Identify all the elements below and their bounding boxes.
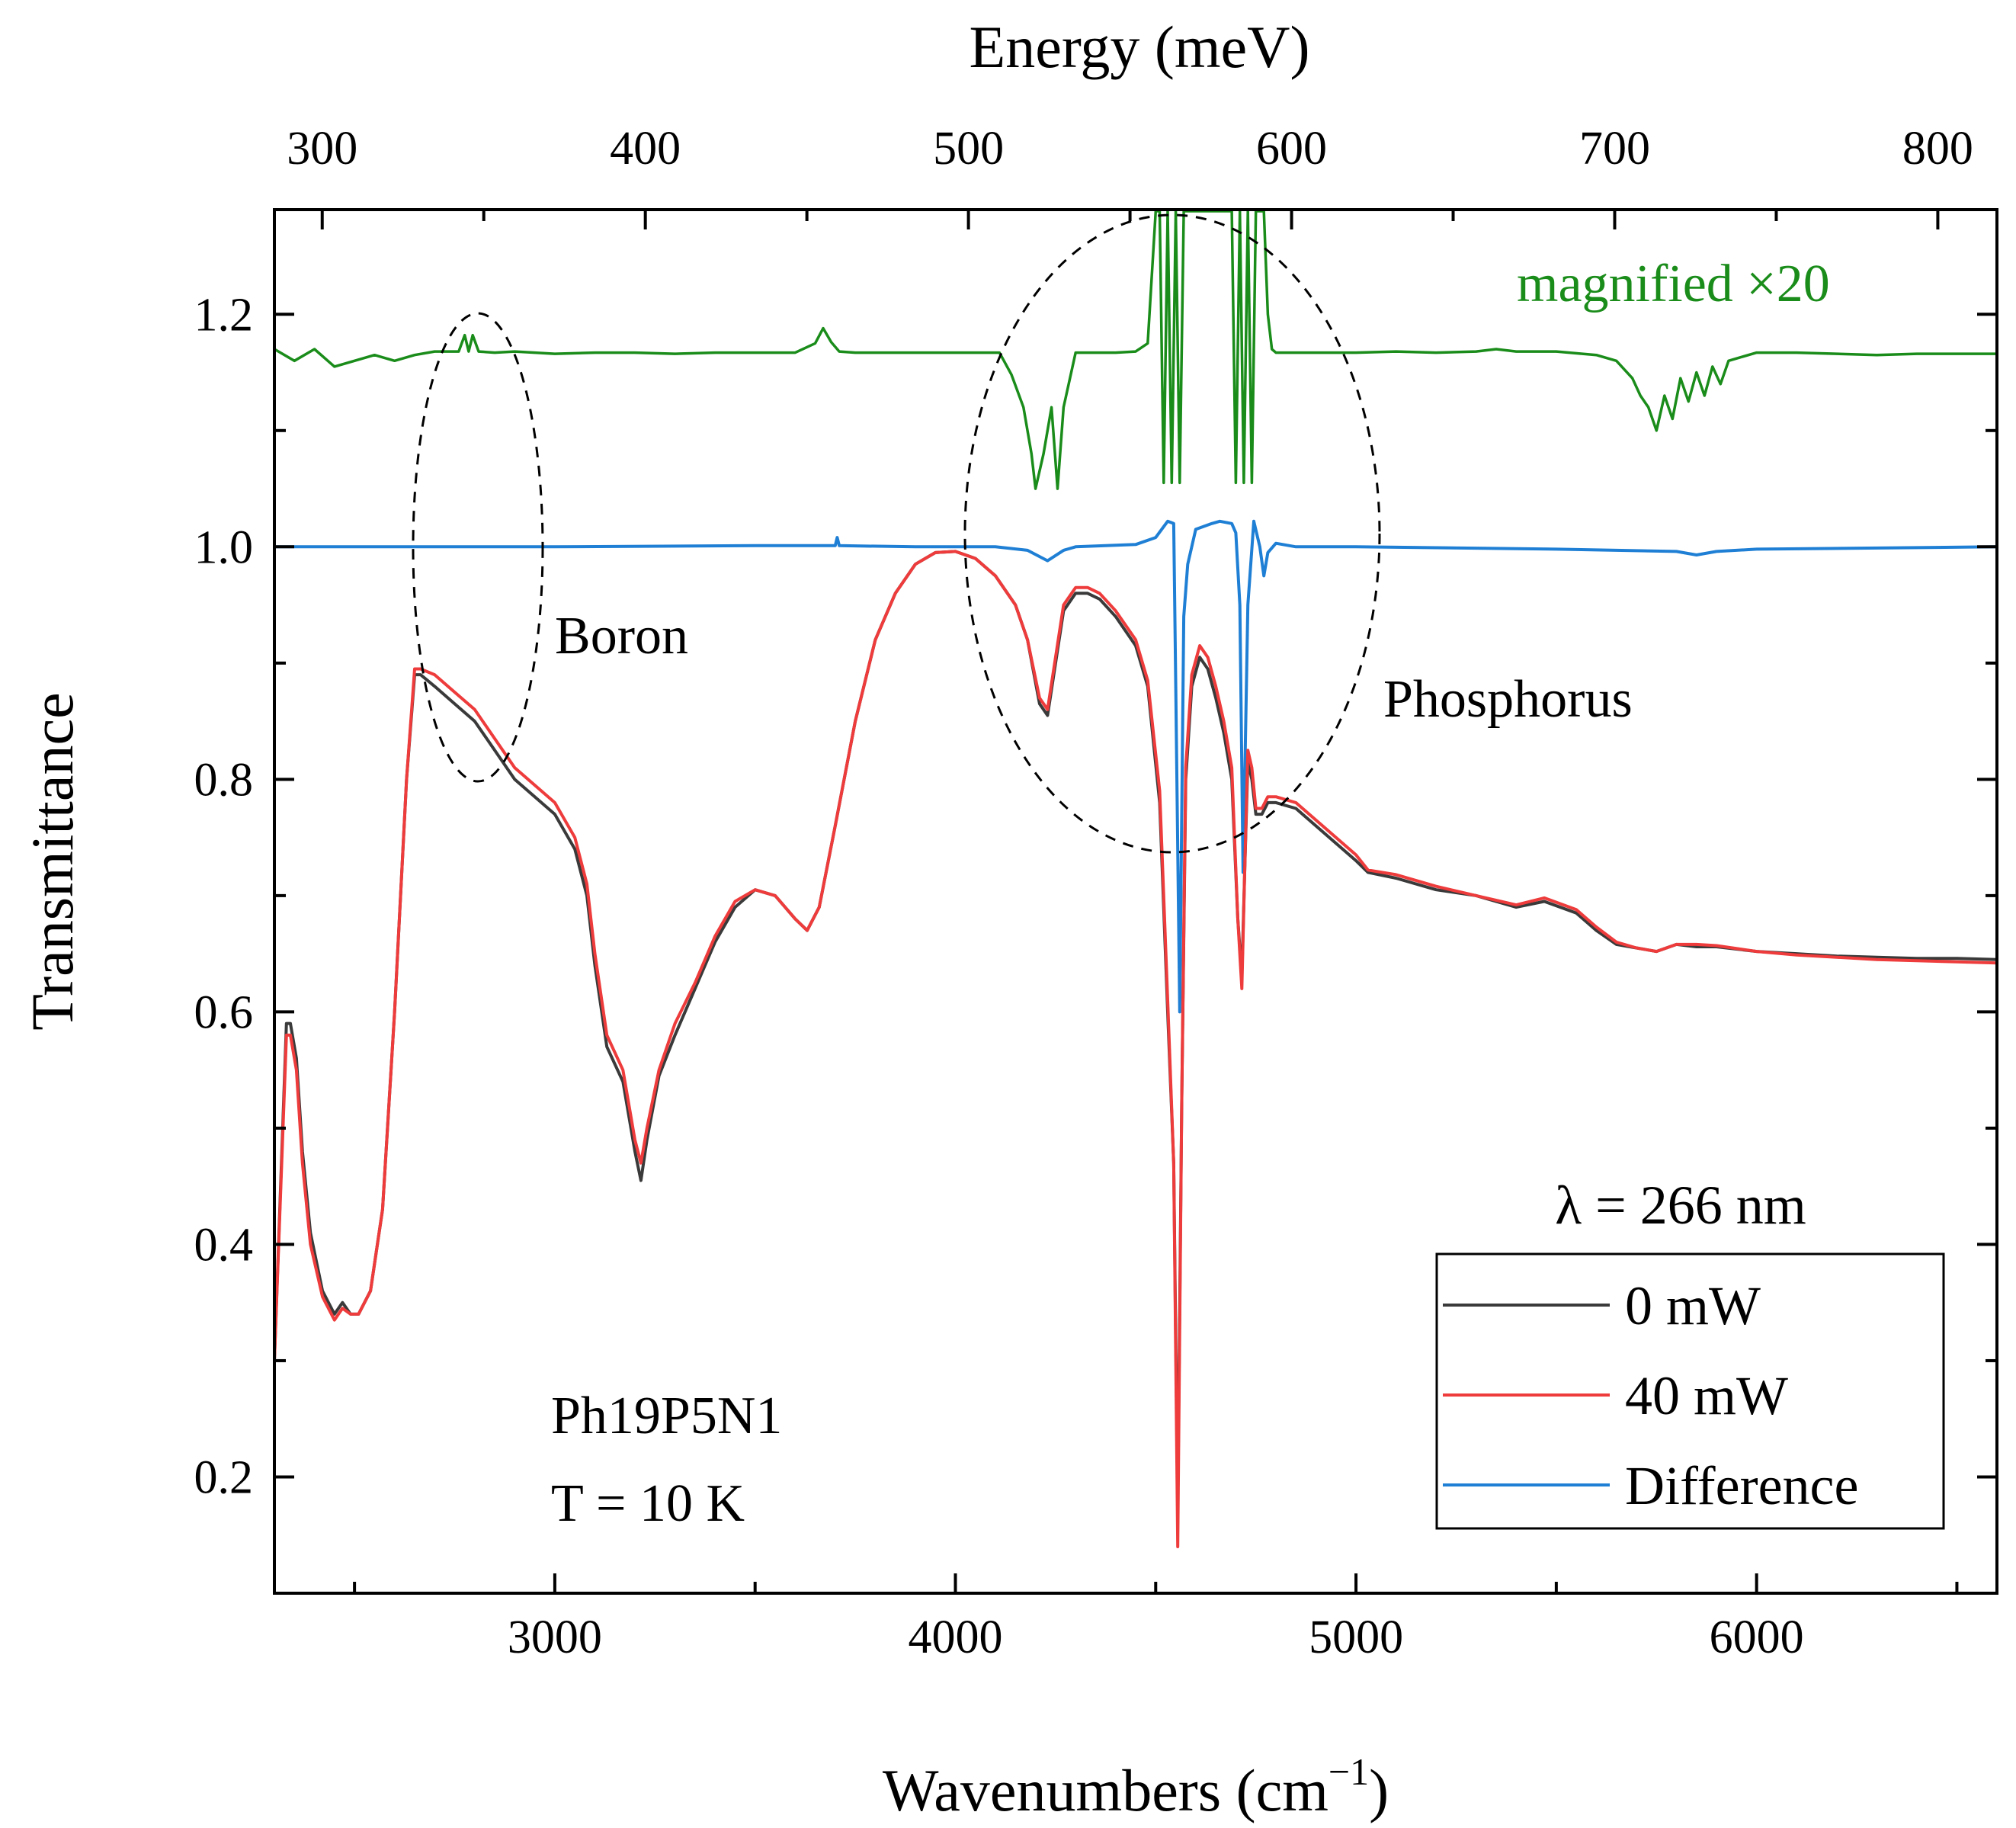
tick-layer: 3000 4000 5000 6000 300 400 500 600 700 800 0.2 0.4… xyxy=(194,123,1997,1663)
y-tick-label: 1.0 xyxy=(194,521,254,573)
x-axis-title: Wavenumbers (cm−1) xyxy=(883,1750,1389,1823)
x-axis-title-main: Wavenumbers (cm xyxy=(883,1757,1329,1823)
x2-tick-label: 300 xyxy=(287,123,357,175)
y-axis-title: Transmittance xyxy=(19,692,85,1030)
series-line-40-mw xyxy=(273,550,1998,1548)
y-tick-label: 0.2 xyxy=(194,1451,254,1503)
plot-frame xyxy=(273,208,1998,1595)
region-layer xyxy=(412,213,1381,854)
x-axis-title-close: ) xyxy=(1369,1757,1389,1823)
legend-label-40-mw: 40 mW xyxy=(1625,1365,1788,1426)
boron-label: Boron xyxy=(555,607,688,665)
legend-label-difference: Difference xyxy=(1625,1455,1858,1516)
x2-tick-label: 600 xyxy=(1256,123,1327,175)
temperature-label: T = 10 K xyxy=(551,1474,745,1533)
series-line-magnified xyxy=(274,210,1997,490)
x-tick-label: 4000 xyxy=(908,1612,1002,1663)
boron-region-ellipse xyxy=(412,312,544,783)
x-tick-label: 6000 xyxy=(1710,1612,1804,1663)
phosphorus-label: Phosphorus xyxy=(1383,670,1633,729)
y-tick-label: 0.6 xyxy=(194,986,254,1038)
legend: 0 mW 40 mW Difference xyxy=(1435,1252,1945,1530)
legend-label-0-mw: 0 mW xyxy=(1625,1275,1761,1336)
series-line-0-mw xyxy=(273,550,1998,1514)
legend-title: λ = 266 nm xyxy=(1555,1175,1806,1236)
x2-axis-title: Energy (meV) xyxy=(970,14,1310,80)
y-tick-label: 0.4 xyxy=(194,1219,254,1271)
curve-layer xyxy=(273,210,1998,1548)
x-tick-label: 3000 xyxy=(508,1612,602,1663)
x2-tick-label: 700 xyxy=(1579,123,1650,175)
legend-box xyxy=(1435,1252,1945,1530)
x2-tick-label: 800 xyxy=(1902,123,1973,175)
x2-tick-label: 500 xyxy=(933,123,1004,175)
series-line-difference xyxy=(274,519,1998,1014)
y-tick-label: 0.8 xyxy=(194,754,254,806)
phosphorus-region-ellipse xyxy=(963,213,1381,854)
legend-items: 0 mW 40 mW Difference xyxy=(1443,1275,1858,1516)
sample-label: Ph19P5N1 xyxy=(551,1387,782,1445)
magnified-label: magnified ×20 xyxy=(1517,255,1830,313)
x2-tick-label: 400 xyxy=(610,123,681,175)
x-tick-label: 5000 xyxy=(1309,1612,1403,1663)
y-tick-label: 1.2 xyxy=(194,289,254,341)
x-axis-title-exponent: −1 xyxy=(1329,1750,1369,1793)
